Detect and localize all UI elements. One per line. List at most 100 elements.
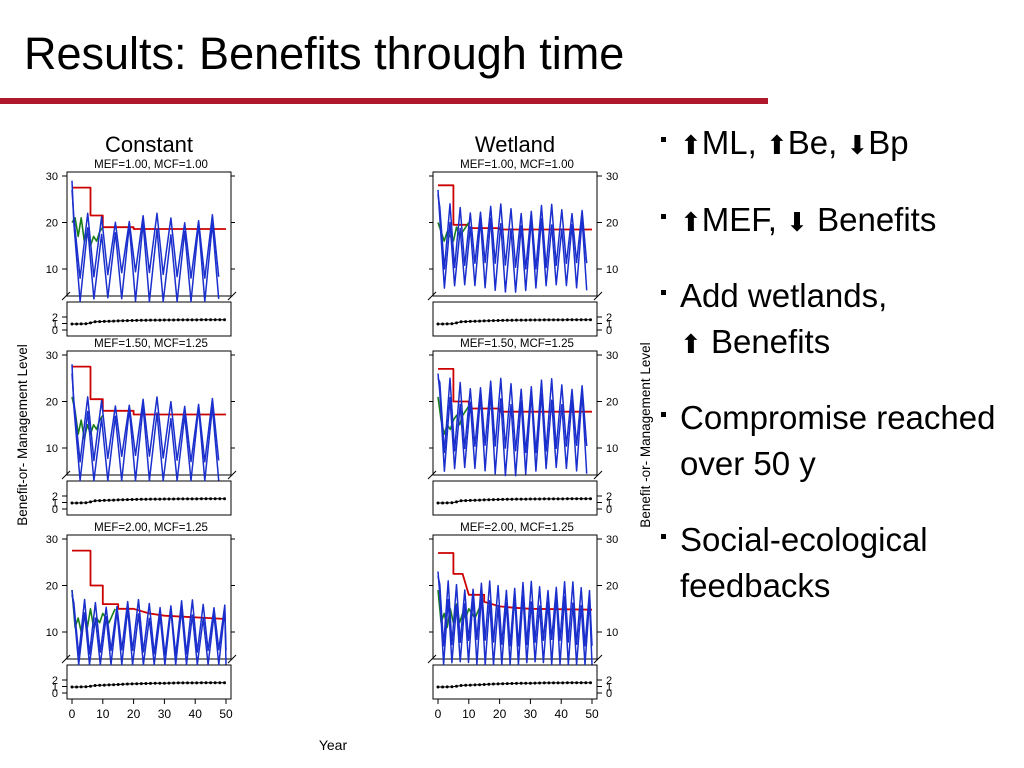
axis-break-mark [61, 291, 71, 301]
series-black-point [204, 318, 208, 322]
series-black-point [496, 319, 500, 322]
series-black-point [468, 498, 472, 502]
series-black-point [112, 319, 116, 323]
series-black-point [589, 497, 592, 501]
y-tick-label: 20 [606, 397, 618, 409]
series-black-point [162, 497, 166, 501]
series-black-point [116, 498, 120, 502]
series-black-point [98, 683, 102, 687]
series-black-point [491, 682, 495, 686]
series-black-point [79, 501, 83, 505]
series-green-line [437, 590, 482, 629]
y-tick-label: 30 [46, 350, 58, 362]
slide-title: Results: Benefits through time [24, 28, 625, 79]
y-tick-label: 0 [606, 504, 612, 516]
panel-upper-frame [432, 534, 598, 660]
bullet-text: Bp [868, 124, 909, 161]
y-tick-label: 2 [52, 312, 58, 324]
series-black-point [176, 318, 180, 322]
y-tick-label: 2 [52, 491, 58, 503]
series-black-point [464, 499, 468, 503]
series-black-point [524, 318, 528, 322]
series-black-point [561, 681, 565, 685]
panel-lower-frame [432, 480, 598, 516]
series-black-point [473, 683, 477, 687]
y-tick-label: 10 [46, 627, 58, 639]
series-black-point [436, 501, 440, 505]
series-blue-line-a [437, 576, 593, 647]
y-tick-label: 10 [46, 443, 58, 455]
series-black-point [524, 497, 528, 501]
title-rule [0, 98, 768, 104]
bullet-marker [661, 290, 666, 296]
series-black-point [538, 681, 542, 685]
series-black-point [528, 681, 532, 685]
series-black-point [464, 320, 468, 324]
y-tick-label: 30 [606, 534, 618, 546]
series-blue-line-b [71, 364, 220, 482]
series-black-point [528, 497, 532, 501]
series-black-point [519, 318, 523, 322]
series-black-point [89, 321, 92, 325]
series-black-point [130, 498, 134, 501]
y-axis-label-right: Benefit -or- Management Level [638, 342, 653, 527]
y-tick-label: 1 [606, 319, 612, 331]
panel-upper-frame [66, 534, 232, 660]
y-tick-label: 30 [46, 534, 58, 546]
series-black-point [204, 497, 208, 501]
series-black-point [468, 319, 472, 323]
series-blue-line-b [71, 590, 227, 666]
bullet-text: ML, [701, 124, 766, 161]
y-tick-label: 20 [46, 218, 58, 230]
bullet-text: Add wetlands, [680, 277, 888, 315]
series-black-point [556, 497, 560, 501]
series-black-point [107, 498, 111, 502]
series-black-point [107, 319, 111, 323]
series-black-point [547, 681, 551, 685]
y-tick-label: 10 [606, 627, 618, 639]
panel-label: MEF=1.00, MCF=1.00 [94, 159, 208, 171]
series-black-point [218, 318, 222, 322]
series-black-point [121, 498, 125, 502]
series-black-point [84, 501, 88, 505]
y-tick-label: 10 [606, 264, 618, 276]
series-black-point [552, 681, 555, 685]
series-blue-line-b [437, 373, 588, 477]
series-black-point [482, 683, 486, 686]
bullet-marker [661, 137, 666, 142]
axis-break-mark [227, 291, 237, 301]
series-black-point [121, 682, 125, 686]
series-black-point [93, 499, 97, 503]
series-blue-line-a [71, 594, 227, 656]
series-black-point [501, 318, 505, 322]
axis-break-mark [227, 654, 237, 664]
series-black-point [125, 682, 129, 686]
series-black-point [455, 321, 458, 325]
series-black-point [565, 318, 569, 322]
series-black-point [209, 681, 213, 685]
series-black-point [79, 322, 83, 326]
series-black-point [445, 322, 449, 326]
series-black-point [584, 681, 588, 685]
y-tick-label: 1 [52, 682, 58, 694]
y-tick-label: 2 [606, 312, 612, 324]
bullet-marker [661, 213, 666, 219]
series-black-point [575, 497, 579, 501]
axis-break-mark [593, 654, 603, 664]
panel-label: MEF=2.00, MCF=1.25 [94, 522, 208, 534]
series-black-point [510, 682, 514, 685]
y-tick-label: 0 [52, 325, 58, 337]
series-black-point [570, 681, 574, 685]
y-tick-label: 2 [606, 675, 612, 687]
series-black-point [491, 498, 495, 502]
series-black-point [107, 683, 111, 687]
x-tick-label: 30 [524, 707, 538, 721]
series-black-point [199, 318, 203, 322]
series-black-point [181, 318, 185, 322]
series-black-point [121, 319, 125, 323]
series-black-point [505, 682, 509, 686]
series-black-point [209, 497, 213, 501]
series-black-point [505, 318, 509, 322]
series-black-point [436, 322, 440, 326]
series-black-point [510, 318, 514, 322]
